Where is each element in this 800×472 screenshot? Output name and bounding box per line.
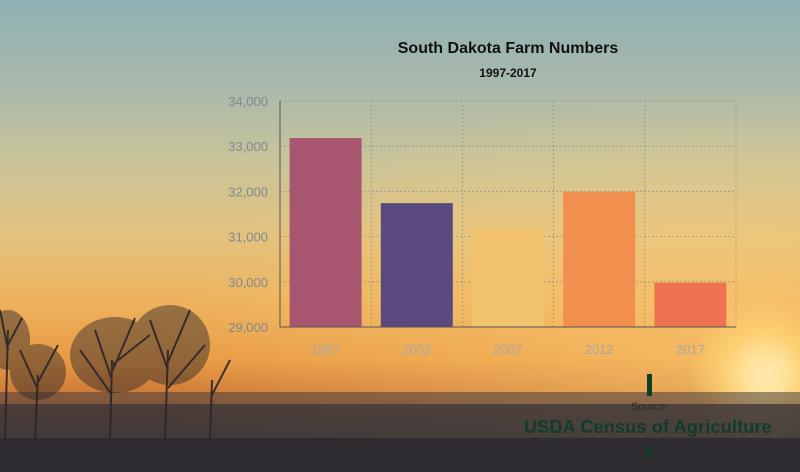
x-tick-label: 2002 [402, 342, 431, 357]
y-tick-label: 30,000 [228, 275, 268, 290]
y-tick-label: 32,000 [228, 184, 268, 199]
bar-1997[interactable] [289, 138, 362, 327]
x-tick-label: 1997 [311, 342, 340, 357]
source-divider-top [647, 374, 652, 396]
y-tick-label: 31,000 [228, 230, 268, 245]
source-divider-bottom [647, 446, 652, 458]
x-tick-label: 2017 [676, 342, 705, 357]
axes [279, 101, 736, 328]
x-tick-labels: 1997 2002 2007 2012 2017 [311, 342, 705, 357]
chart-title: South Dakota Farm Numbers [398, 40, 619, 57]
x-tick-label: 2007 [494, 342, 523, 357]
landscape-silhouette [0, 305, 800, 472]
source-block: Source: USDA Census of Agriculture [480, 374, 800, 460]
bar-2017[interactable] [654, 282, 727, 327]
y-tick-label: 33,000 [228, 139, 268, 154]
chart-subtitle: 1997-2017 [479, 66, 537, 80]
source-label: Source: [631, 401, 669, 413]
source-name: USDA Census of Agriculture [524, 417, 772, 437]
y-tick-label: 34,000 [228, 94, 268, 109]
y-tick-labels: 29,000 30,000 31,000 32,000 33,000 34,000 [228, 94, 268, 335]
bar-2012[interactable] [563, 191, 636, 327]
bar-2007[interactable] [472, 228, 544, 327]
bars [289, 138, 727, 327]
y-tick-label: 29,000 [228, 320, 268, 335]
x-tick-label: 2012 [585, 342, 614, 357]
bar-2002[interactable] [380, 203, 453, 327]
